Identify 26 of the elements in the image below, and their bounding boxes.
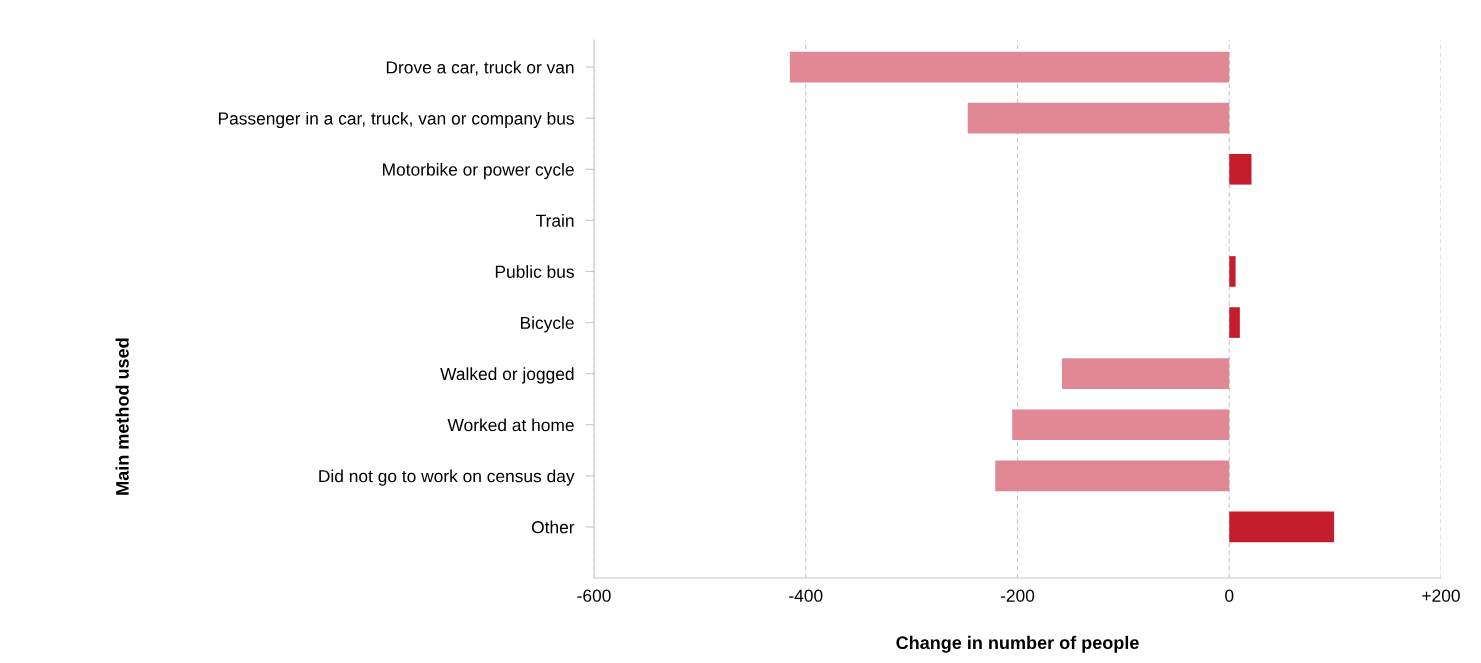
x-axis-title: Change in number of people xyxy=(896,635,1139,653)
x-tick-label: -600 xyxy=(577,589,611,602)
bar xyxy=(1229,307,1240,338)
x-tick-label: -400 xyxy=(789,589,823,602)
y-tick-label: Worked at home xyxy=(447,418,574,432)
bar xyxy=(967,102,1230,134)
y-tick-label: Bicycle xyxy=(520,316,574,333)
y-tick-label: Passenger in a car, truck, van or company bus xyxy=(218,111,574,129)
x-tick-label: 0 xyxy=(1225,589,1234,602)
x-tick-label: +200 xyxy=(1422,589,1460,602)
bar xyxy=(789,51,1230,83)
bar xyxy=(995,460,1230,492)
x-tick-label: -200 xyxy=(1000,589,1035,602)
y-tick-label: Public bus xyxy=(495,265,574,278)
bar xyxy=(1229,256,1236,287)
bar xyxy=(1229,511,1335,543)
y-tick-label: Drove a car, truck or van xyxy=(386,60,574,76)
y-tick-label: Did not go to work on census day xyxy=(319,469,575,486)
y-tick-label: Walked or jogged xyxy=(440,367,574,384)
y-tick-label: Train xyxy=(536,214,574,227)
bar xyxy=(1061,358,1230,389)
bar xyxy=(1229,153,1252,185)
bar xyxy=(1012,409,1230,441)
y-tick-label: Motorbike or power cycle xyxy=(383,162,574,180)
y-axis-title: Main method used xyxy=(115,338,129,495)
y-tick-label: Other xyxy=(531,520,575,534)
